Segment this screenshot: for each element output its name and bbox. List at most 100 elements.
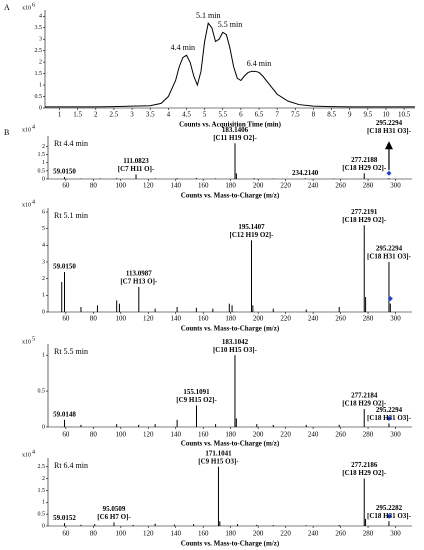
peak-mz: 171.1041 xyxy=(205,449,232,457)
x-tick-label: 120 xyxy=(143,315,154,323)
x-axis-title: Counts vs. Mass-to-Charge (m/z) xyxy=(181,192,280,200)
x-tick-label: 1 xyxy=(58,111,62,119)
x-tick-label: 180 xyxy=(225,182,236,190)
peak-formula: [C18 H31 O3]- xyxy=(367,253,412,261)
y-tick-label: 0.5 xyxy=(38,168,46,174)
x-tick-label: 260 xyxy=(335,182,346,190)
y-tick-label: 0 xyxy=(39,105,42,111)
y-scale-exponent: 5 xyxy=(32,336,35,342)
peak-annotation: 6.4 min xyxy=(247,59,271,68)
x-tick-label: 280 xyxy=(363,431,374,439)
x-axis-title: Counts vs. Mass-to-Charge (m/z) xyxy=(181,540,280,548)
y-tick-label: 1 xyxy=(39,82,42,88)
x-tick-label: 7 xyxy=(275,111,279,119)
peak-formula: [C7 H11 O]- xyxy=(118,165,155,173)
precursor-marker xyxy=(386,415,392,421)
peak-mz: 59.0150 xyxy=(53,263,76,271)
x-tick-label: 9.5 xyxy=(363,111,372,119)
x-tick-label: 200 xyxy=(253,530,264,538)
y-scale-exponent: 4 xyxy=(32,199,35,205)
x-tick-label: 160 xyxy=(198,182,209,190)
spectrum-title: Rt 5.1 min xyxy=(54,211,88,220)
y-tick-label: 3.5 xyxy=(35,25,43,31)
y-tick-label: 2 xyxy=(39,60,42,66)
peak-formula: [C18 H29 O2]- xyxy=(342,164,387,172)
x-tick-label: 120 xyxy=(143,431,154,439)
x-axis-title: Counts vs. Mass-to-Charge (m/z) xyxy=(181,325,280,333)
x-tick-label: 280 xyxy=(363,530,374,538)
x-tick-label: 120 xyxy=(143,530,154,538)
x-tick-label: 4.5 xyxy=(182,111,191,119)
x-tick-label: 1.5 xyxy=(73,111,82,119)
x-tick-label: 180 xyxy=(225,315,236,323)
y-tick-label: 0 xyxy=(42,176,45,182)
peak-formula: [C6 H7 O]- xyxy=(97,513,131,521)
peak-formula: [C18 H31 O3]- xyxy=(367,414,412,422)
precursor-marker xyxy=(387,296,393,302)
peak-mz: 95.0509 xyxy=(103,505,126,513)
x-tick-label: 3.5 xyxy=(146,111,155,119)
x-tick-label: 280 xyxy=(363,182,374,190)
peak-formula: [C9 H15 O3]- xyxy=(198,457,239,465)
x-tick-label: 240 xyxy=(308,182,319,190)
x-tick-label: 120 xyxy=(143,182,154,190)
y-scale-base: x10 xyxy=(22,202,31,208)
x-tick-label: 160 xyxy=(198,431,209,439)
x-tick-label: 10.5 xyxy=(398,111,411,119)
x-tick-label: 140 xyxy=(170,431,181,439)
spectrum-title: Rt 4.4 min xyxy=(54,139,88,148)
x-axis-title: Counts vs. Mass-to-Charge (m/z) xyxy=(181,440,280,448)
y-tick-label: 1.5 xyxy=(38,152,46,158)
peak-mz: 195.1407 xyxy=(238,223,265,231)
x-tick-label: 140 xyxy=(170,182,181,190)
x-tick-label: 100 xyxy=(116,182,127,190)
y-tick-label: 3 xyxy=(42,259,45,265)
peak-mz: 183.1042 xyxy=(222,338,249,346)
x-tick-label: 8 xyxy=(312,111,316,119)
y-tick-label: 2.5 xyxy=(38,464,46,470)
y-tick-label: 0.5 xyxy=(38,388,46,394)
x-tick-label: 80 xyxy=(90,315,98,323)
x-tick-label: 240 xyxy=(308,315,319,323)
y-scale-base: x10 xyxy=(22,339,31,345)
peak-annotation: 5.1 min xyxy=(196,11,220,20)
x-tick-label: 140 xyxy=(170,315,181,323)
y-tick-label: 0.5 xyxy=(35,94,43,100)
y-tick-label: 2.5 xyxy=(35,48,43,54)
y-tick-label: 0 xyxy=(42,309,45,315)
x-tick-label: 60 xyxy=(62,182,70,190)
precursor-marker xyxy=(386,513,392,519)
peak-mz: 113.0987 xyxy=(126,270,152,278)
y-tick-label: 4 xyxy=(39,14,42,20)
peak-mz: 277.2191 xyxy=(351,208,378,216)
x-tick-label: 220 xyxy=(280,530,291,538)
x-tick-label: 7.5 xyxy=(291,111,300,119)
arrow-head xyxy=(384,141,393,150)
peak-formula: [C9 H15 O2]- xyxy=(176,396,217,404)
peak-formula: [C18 H29 O2]- xyxy=(342,216,387,224)
y-tick-label: 3 xyxy=(39,37,42,43)
x-tick-label: 260 xyxy=(335,530,346,538)
x-tick-label: 80 xyxy=(90,530,98,538)
x-tick-label: 9 xyxy=(348,111,352,119)
peak-mz: 295.2294 xyxy=(376,119,403,127)
precursor-marker xyxy=(386,170,392,176)
x-tick-label: 160 xyxy=(198,315,209,323)
peak-mz: 155.1091 xyxy=(183,388,210,396)
panel-label: B xyxy=(4,128,9,137)
y-tick-label: 1 xyxy=(42,500,45,506)
x-axis-title: Counts vs. Acquisition Time (min) xyxy=(179,121,282,129)
x-tick-label: 280 xyxy=(363,315,374,323)
x-tick-label: 140 xyxy=(170,530,181,538)
peak-mz: 295.2294 xyxy=(376,406,403,414)
x-tick-label: 300 xyxy=(390,530,401,538)
peak-mz: 234.2140 xyxy=(292,169,319,177)
x-tick-label: 10 xyxy=(382,111,390,119)
x-tick-label: 200 xyxy=(253,182,264,190)
x-tick-label: 200 xyxy=(253,431,264,439)
x-tick-label: 240 xyxy=(308,431,319,439)
peak-mz: 59.0148 xyxy=(53,410,76,418)
x-tick-label: 5 xyxy=(203,111,207,119)
peak-mz: 59.0150 xyxy=(53,168,76,176)
